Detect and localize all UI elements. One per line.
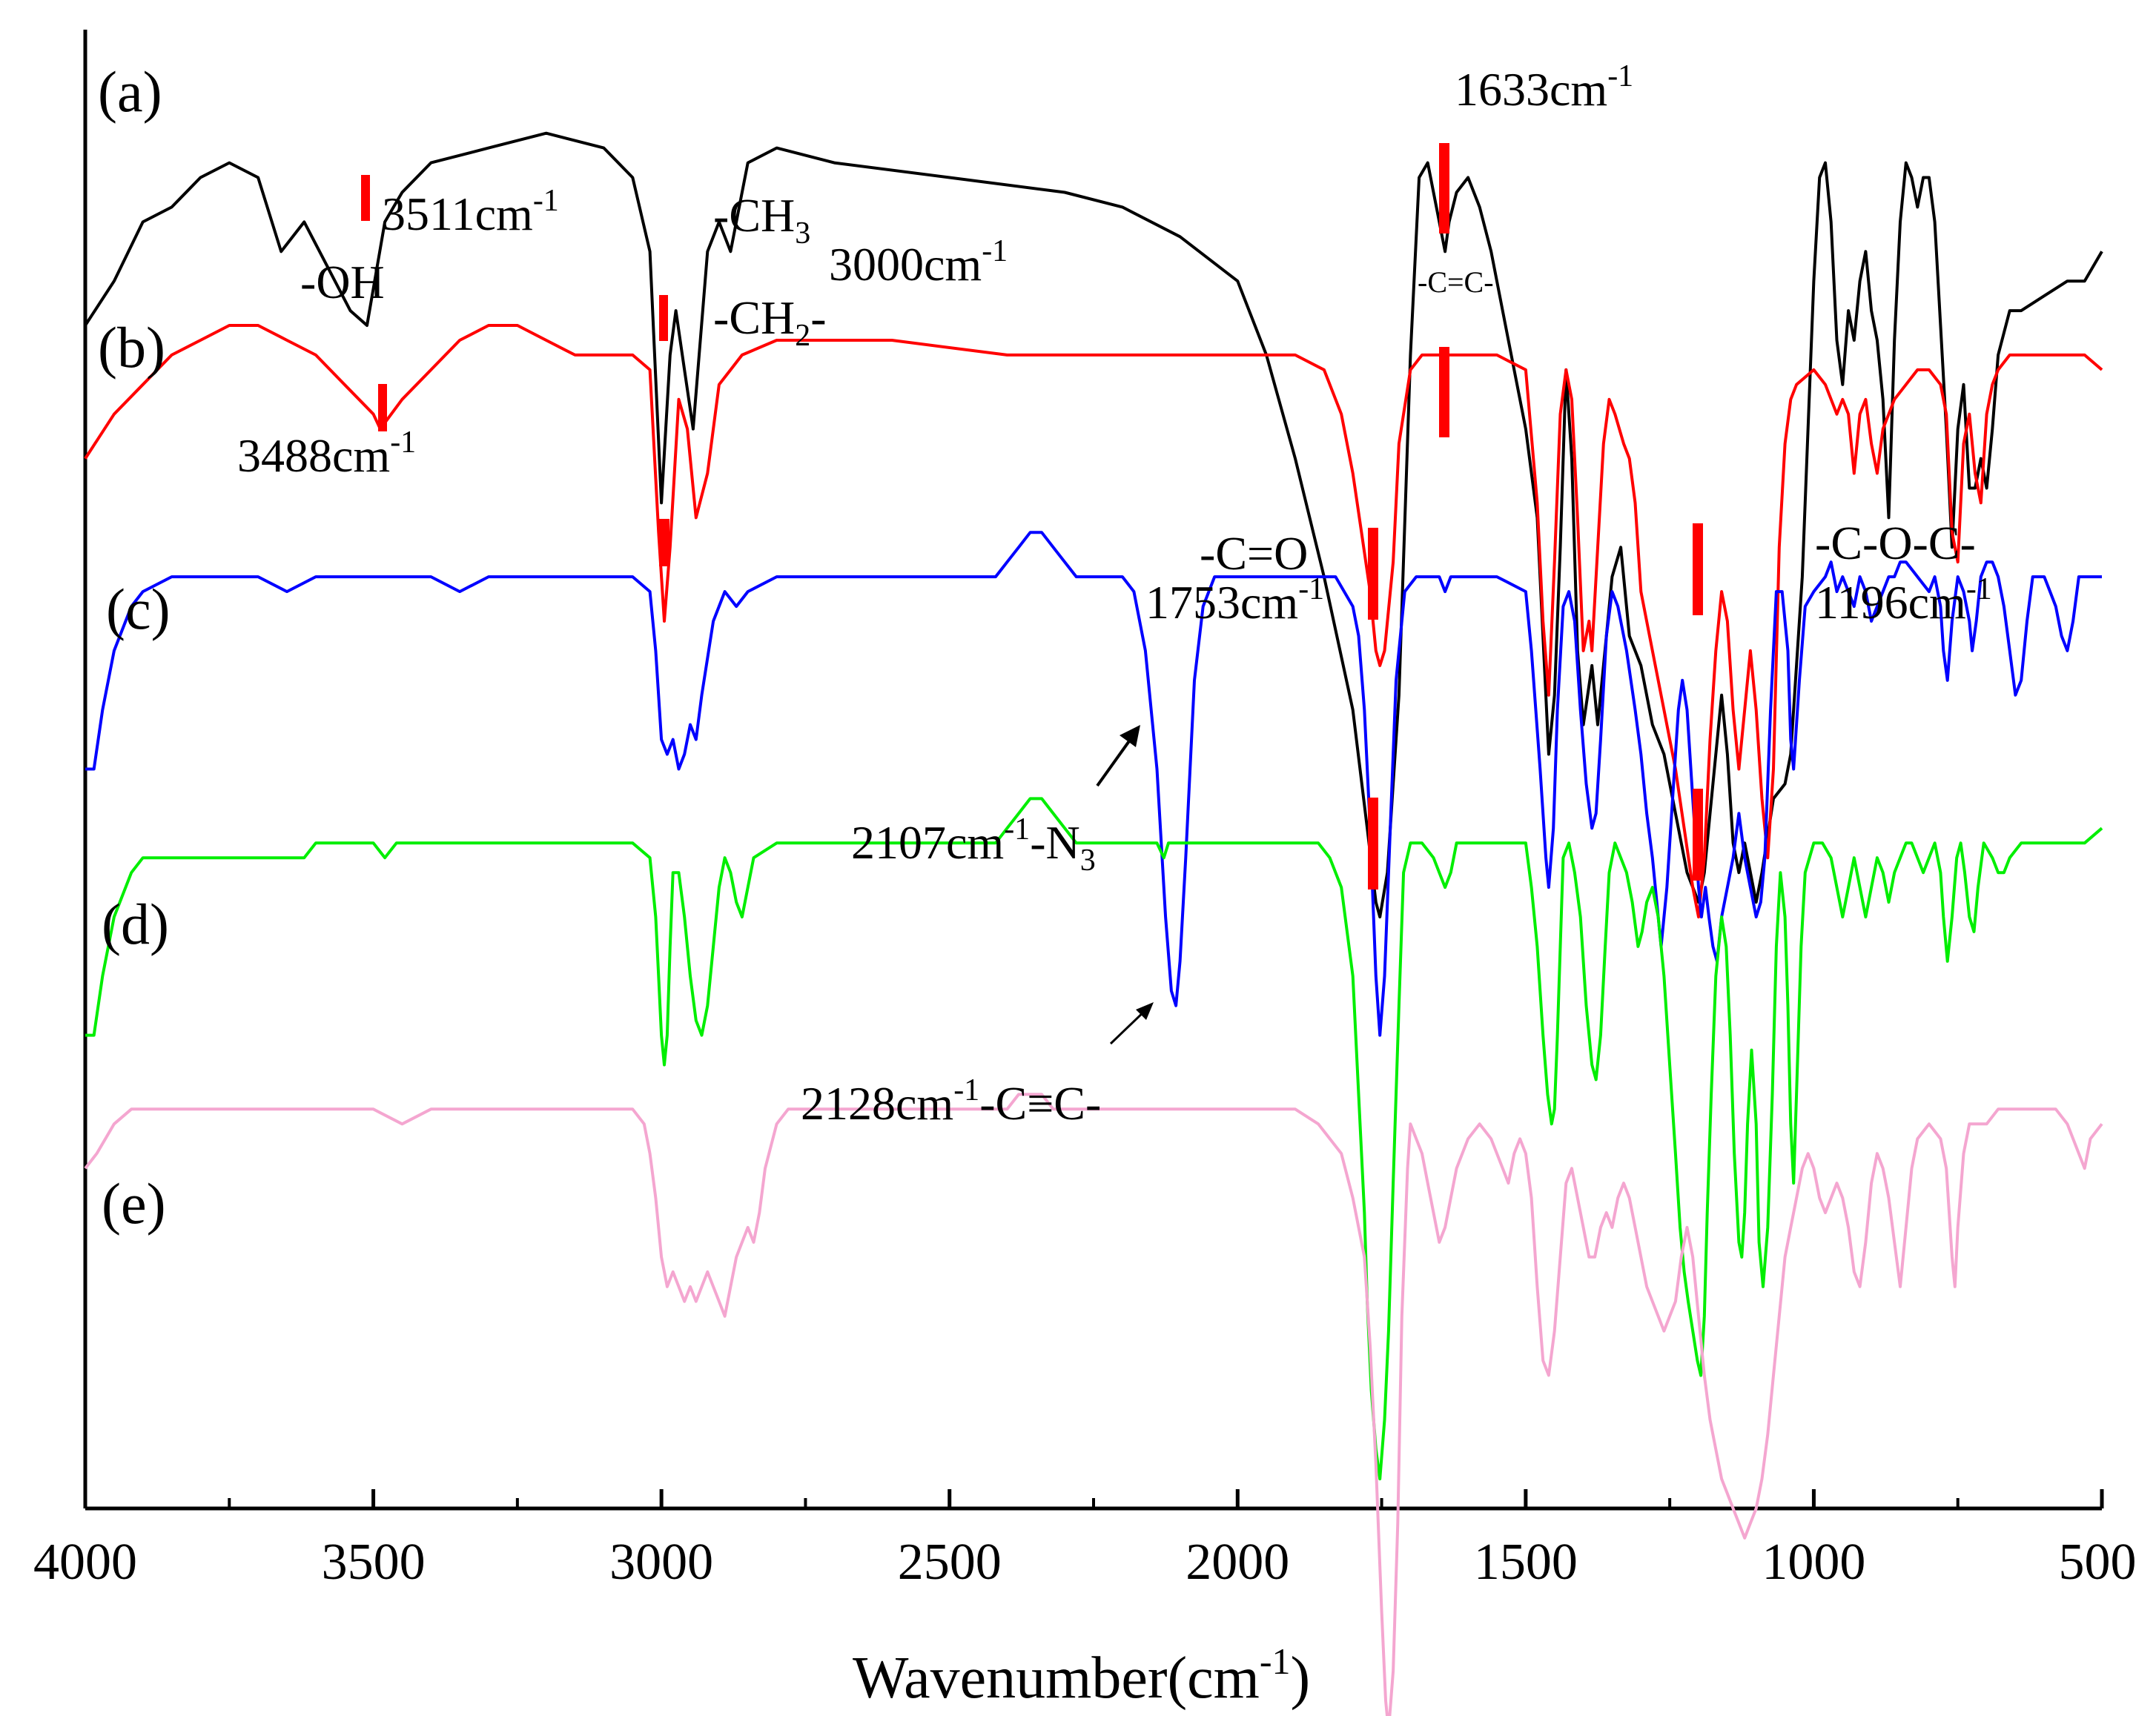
label-1753: 1753cm-1 [1145, 572, 1324, 629]
peak-annotations: 3511cm-1 -OH -CH3 3000cm-1 -CH2- 3488cm-… [237, 59, 1992, 1130]
marker-3488-b [378, 384, 387, 431]
marker-1196-c [1693, 789, 1703, 881]
curve-label-e: (e) [102, 1171, 166, 1236]
x-tick-label: 3500 [322, 1534, 426, 1591]
x-tick-label: 500 [2059, 1534, 2137, 1591]
arrow-alkyne [1109, 1002, 1154, 1045]
marker-3000-b [659, 519, 669, 566]
marker-1753-c [1368, 798, 1378, 890]
label-cc-double: -C=C- [1418, 265, 1494, 299]
spectra-curves [84, 131, 2103, 1716]
marker-3511-a [361, 175, 370, 221]
label-3000: 3000cm-1 [829, 234, 1008, 291]
spectrum-c [85, 531, 2102, 1037]
curve-label-c: (c) [106, 577, 171, 641]
x-tick-label: 2500 [898, 1534, 1002, 1591]
label-3488: 3488cm-1 [237, 425, 416, 482]
marker-1633-b [1439, 347, 1449, 437]
spectrum-e [84, 1093, 2103, 1716]
marker-1753-b [1368, 528, 1378, 620]
label-alkyne: 2128cm-1-C≡C- [801, 1073, 1101, 1130]
label-oh: -OH [300, 256, 385, 308]
spectrum-b [84, 324, 2103, 918]
x-ticks: 4000 3500 3000 2500 2000 1500 1000 500 [33, 1489, 2137, 1591]
label-1196: 1196cm-1 [1815, 572, 1992, 629]
label-n3: 2107cm-1-N3 [851, 812, 1096, 878]
spectrum-d [85, 797, 2103, 1481]
label-co: -C=O [1200, 527, 1308, 580]
curve-label-b: (b) [98, 315, 165, 380]
marker-1633-a [1439, 143, 1449, 233]
label-3511: 3511cm-1 [382, 184, 559, 240]
x-tick-label: 3000 [609, 1534, 713, 1591]
arrow-n3 [1096, 725, 1140, 787]
x-tick-label: 4000 [33, 1534, 137, 1591]
x-tick-label: 1000 [1762, 1534, 1865, 1591]
label-ch3: -CH3 [713, 189, 810, 251]
x-tick-label: 1500 [1474, 1534, 1578, 1591]
spectrum-a [84, 131, 2103, 918]
label-1633: 1633cm-1 [1455, 59, 1633, 116]
marker-1196-b [1693, 523, 1703, 615]
label-ch2: -CH2- [713, 291, 827, 353]
curve-label-d: (d) [102, 892, 169, 956]
label-coc: -C-O-C- [1815, 517, 1976, 569]
x-axis-title: Wavenumber(cm-1) [853, 1640, 1310, 1711]
curve-labels: (a) (b) (c) (d) (e) [98, 59, 171, 1236]
peak-markers [361, 143, 1703, 890]
marker-3000-a [659, 295, 668, 341]
curve-label-a: (a) [98, 59, 162, 124]
x-tick-label: 2000 [1186, 1534, 1289, 1591]
